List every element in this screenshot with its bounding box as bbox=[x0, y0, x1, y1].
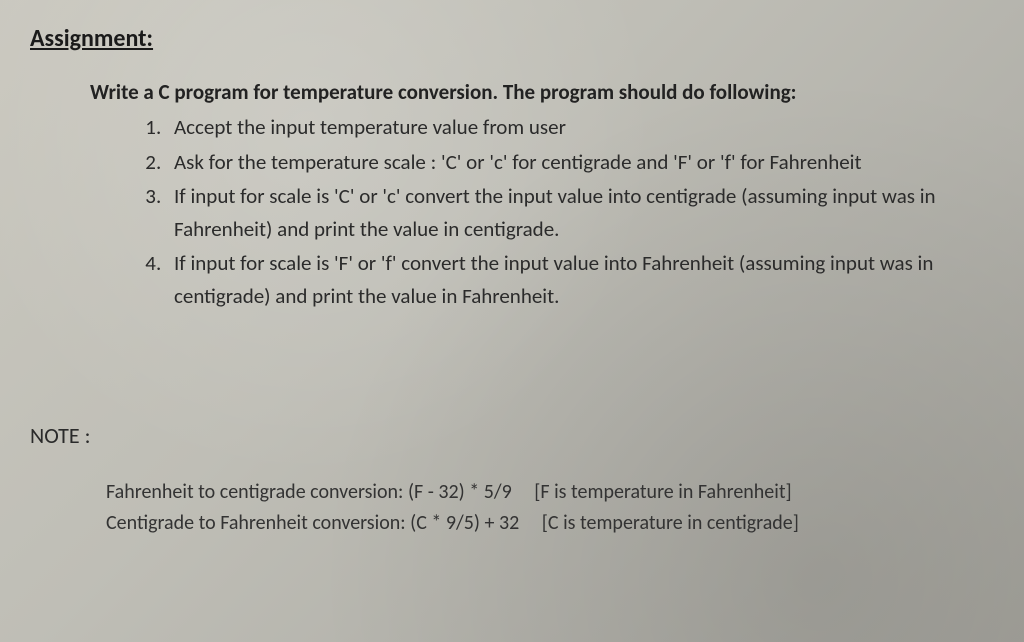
note-label: NOTE : bbox=[30, 422, 996, 449]
note-bracket: [F is temperature in Fahrenheit] bbox=[534, 477, 791, 508]
step-item: If input for scale is 'F' or 'f' convert… bbox=[166, 247, 966, 312]
note-block: Fahrenheit to centigrade conversion: (F … bbox=[106, 477, 996, 539]
note-bracket: [C is temperature in centigrade] bbox=[542, 508, 799, 539]
note-desc: Centigrade to Fahrenheit conversion: bbox=[106, 511, 406, 535]
note-row: Centigrade to Fahrenheit conversion: (C … bbox=[106, 508, 996, 539]
note-formula: (C * 9/5) + 32 bbox=[410, 508, 519, 539]
assignment-intro: Write a C program for temperature conver… bbox=[90, 79, 996, 105]
note-formula: (F - 32) * 5/9 bbox=[408, 477, 512, 508]
note-row: Fahrenheit to centigrade conversion: (F … bbox=[106, 477, 996, 508]
step-item: If input for scale is 'C' or 'c' convert… bbox=[166, 180, 966, 245]
step-item: Ask for the temperature scale : 'C' or '… bbox=[166, 146, 966, 179]
assignment-page: Assignment: Write a C program for temper… bbox=[0, 0, 1024, 642]
step-item: Accept the input temperature value from … bbox=[166, 111, 966, 144]
note-desc: Fahrenheit to centigrade conversion: bbox=[106, 480, 403, 504]
assignment-heading: Assignment: bbox=[30, 24, 996, 53]
steps-list: Accept the input temperature value from … bbox=[138, 111, 996, 312]
